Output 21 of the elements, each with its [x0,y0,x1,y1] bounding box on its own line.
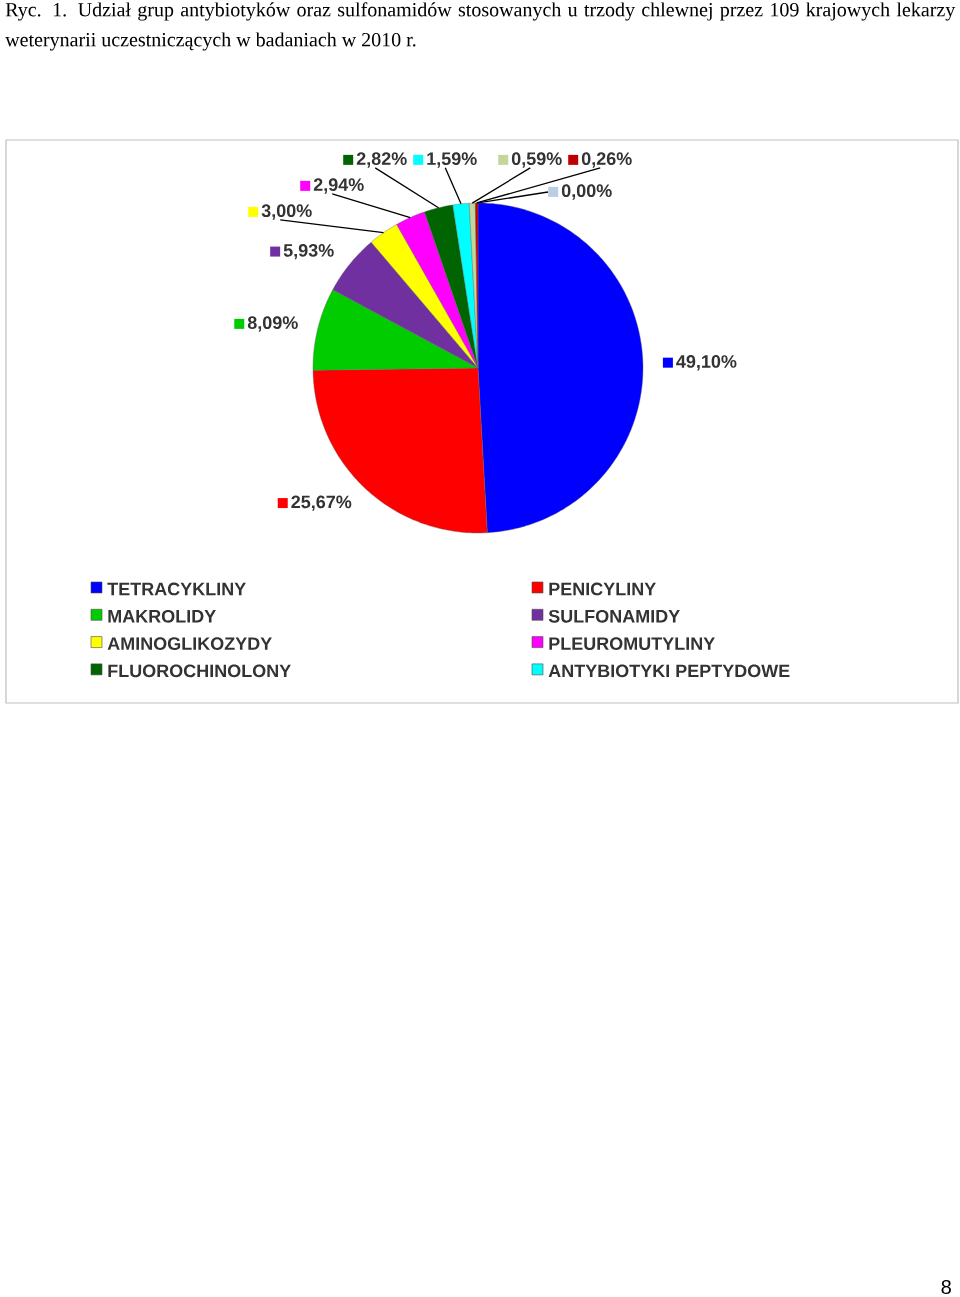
data-label: 1,59% [427,152,477,168]
data-label: 0,26% [581,152,632,168]
data-label: 0,59% [511,152,562,168]
legend-label: SULFONAMIDY [548,609,680,623]
text: 8 [941,1279,951,1295]
legend-label: PENICYLINY [549,582,656,596]
data-label: 49,10% [676,355,737,371]
chart-title: Ryc. 1. Udział grup antybiotyków oraz sulfonamidów stosowanych u trzody chlewnej przez 109 krajowych lekarzy weterynarii uczestniczących w badaniach w 2010 r. [5,2,956,51]
legend-label: AMINOGLIKOZYDY [107,637,272,650]
legend-label: TETRACYKLINY [107,582,246,596]
legend-label: MAKROLIDY [108,609,216,623]
data-label: 8,09% [247,316,298,332]
legend-label: ANTYBIOTYKI PEPTYDOWE [548,664,790,678]
data-label: 2,94% [313,178,364,194]
text: 0,00% [561,184,612,200]
data-label: 2,82% [356,152,407,168]
data-label: 5,93% [283,243,334,260]
data-label: 25,67% [291,495,352,511]
data-label: 3,00% [261,204,312,220]
legend-label: FLUOROCHINOLONY [108,664,291,678]
legend-label: PLEUROMUTYLINY [549,637,715,650]
